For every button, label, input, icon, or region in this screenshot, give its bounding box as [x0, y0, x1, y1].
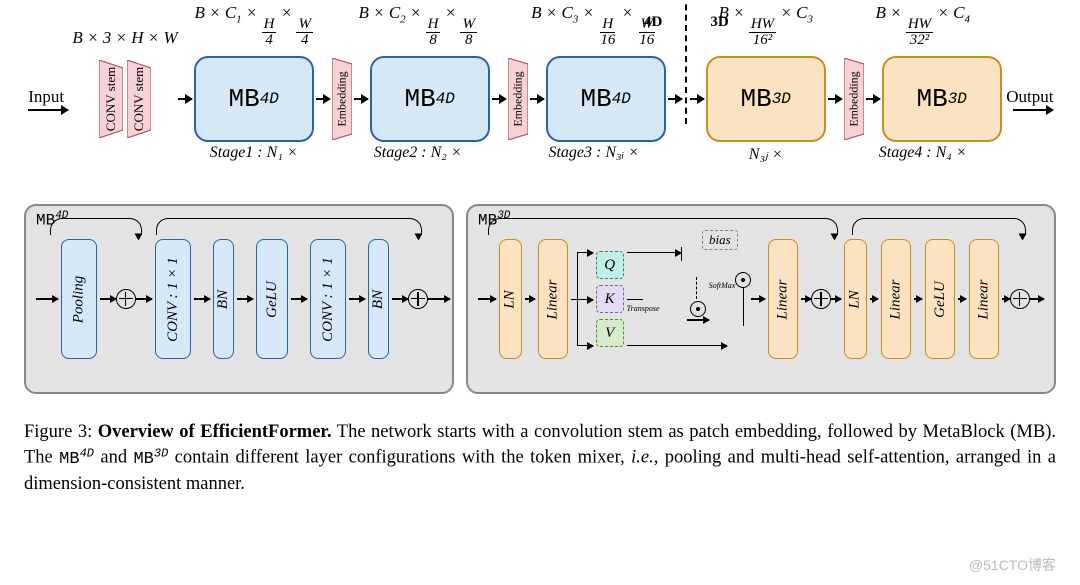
- stage3j-label: N₃ⱼ ×: [749, 144, 783, 168]
- stage1-label: Stage1 : N₁ ×: [210, 144, 298, 168]
- linear-1: Linear: [538, 239, 568, 359]
- embedding-2: Embedding: [508, 58, 528, 140]
- pooling-block: Pooling: [61, 239, 97, 359]
- dotprod-1: [690, 301, 706, 317]
- watermark: @51CTO博客: [969, 555, 1056, 575]
- linear-3: Linear: [881, 239, 911, 359]
- arrow: [36, 298, 58, 299]
- mb3d-panel: MB3D bias LN Linear Q K V: [466, 204, 1056, 394]
- gelu-1: GeLU: [256, 239, 288, 359]
- ln-2: LN: [844, 239, 867, 359]
- output-label: Output: [1006, 87, 1053, 107]
- conv-stem-1: CONV stem: [99, 60, 123, 138]
- transpose-label: Transpose: [627, 304, 660, 313]
- ln-1: LN: [499, 239, 522, 359]
- stage4-label: Stage4 : N₄ ×: [879, 144, 967, 168]
- linear-4: Linear: [969, 239, 999, 359]
- linear-2: Linear: [768, 239, 798, 359]
- dotprod-2: [735, 272, 751, 288]
- conv-stem-2: CONV stem: [127, 60, 151, 138]
- input-label: Input: [28, 87, 64, 107]
- bn-1: BN: [213, 239, 234, 359]
- conv1x1-1: CONV : 1 × 1: [155, 239, 191, 359]
- figure-caption: Figure 3: Overview of EfficientFormer. T…: [24, 420, 1056, 497]
- figure-root: 4D3D Input B × 3 × H × W CONV stem CONV …: [0, 0, 1080, 497]
- mb4d-stage3: MB4D: [546, 56, 666, 142]
- residual-add-2: [408, 289, 428, 309]
- mb3d-stage4: MB3D: [882, 56, 1002, 142]
- mb4d-panel: MB4D Pooling CONV : 1 × 1 BN GeLU CONV :…: [24, 204, 454, 394]
- residual-add-3: [811, 289, 831, 309]
- qkv: Q K V: [596, 251, 624, 347]
- conv1x1-2: CONV : 1 × 1: [310, 239, 346, 359]
- dim-4: B × HW16² × C3: [718, 18, 813, 48]
- residual-add-4: [1010, 289, 1030, 309]
- pipeline: Input B × 3 × H × W CONV stem CONV stem: [24, 18, 1056, 198]
- stage3i-label: Stage3 : N₃ᵢ ×: [548, 144, 638, 168]
- dim-1: B × C1 × H4 × W4: [194, 18, 313, 48]
- dimension-divider: [685, 0, 687, 124]
- bn-2: BN: [368, 239, 389, 359]
- residual-add: [116, 289, 136, 309]
- softmax-label: SoftMax: [709, 281, 736, 290]
- dim-3: B × C3 × H16 × W16: [531, 18, 656, 48]
- stage2-label: Stage2 : N₂ ×: [374, 144, 462, 168]
- mb3d-stage3: MB3D: [706, 56, 826, 142]
- gelu-2: GeLU: [925, 239, 955, 359]
- detail-panels: MB4D Pooling CONV : 1 × 1 BN GeLU CONV :…: [24, 204, 1056, 394]
- dim-5: B × HW32² × C4: [875, 18, 970, 48]
- embedding-1: Embedding: [332, 58, 352, 140]
- dim-0: B × 3 × H × W: [72, 18, 177, 48]
- mb4d-stage2: MB4D: [370, 56, 490, 142]
- dim-2: B × C2 × H8 × W8: [358, 18, 477, 48]
- mb4d-stage1: MB4D: [194, 56, 314, 142]
- embedding-3: Embedding: [844, 58, 864, 140]
